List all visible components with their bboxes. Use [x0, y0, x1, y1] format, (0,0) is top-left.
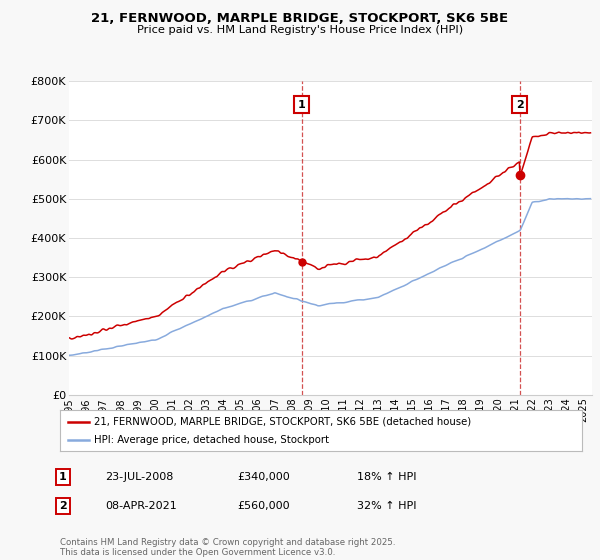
Text: 1: 1: [59, 472, 67, 482]
Text: 2: 2: [516, 100, 524, 110]
Text: 32% ↑ HPI: 32% ↑ HPI: [357, 501, 416, 511]
Text: 08-APR-2021: 08-APR-2021: [105, 501, 177, 511]
Text: Contains HM Land Registry data © Crown copyright and database right 2025.
This d: Contains HM Land Registry data © Crown c…: [60, 538, 395, 557]
Text: 21, FERNWOOD, MARPLE BRIDGE, STOCKPORT, SK6 5BE: 21, FERNWOOD, MARPLE BRIDGE, STOCKPORT, …: [91, 12, 509, 25]
Text: 18% ↑ HPI: 18% ↑ HPI: [357, 472, 416, 482]
Text: 1: 1: [298, 100, 305, 110]
Text: £340,000: £340,000: [237, 472, 290, 482]
Text: 23-JUL-2008: 23-JUL-2008: [105, 472, 173, 482]
Text: £560,000: £560,000: [237, 501, 290, 511]
Text: 2: 2: [59, 501, 67, 511]
Text: 21, FERNWOOD, MARPLE BRIDGE, STOCKPORT, SK6 5BE (detached house): 21, FERNWOOD, MARPLE BRIDGE, STOCKPORT, …: [94, 417, 471, 427]
Text: HPI: Average price, detached house, Stockport: HPI: Average price, detached house, Stoc…: [94, 435, 329, 445]
Text: Price paid vs. HM Land Registry's House Price Index (HPI): Price paid vs. HM Land Registry's House …: [137, 25, 463, 35]
